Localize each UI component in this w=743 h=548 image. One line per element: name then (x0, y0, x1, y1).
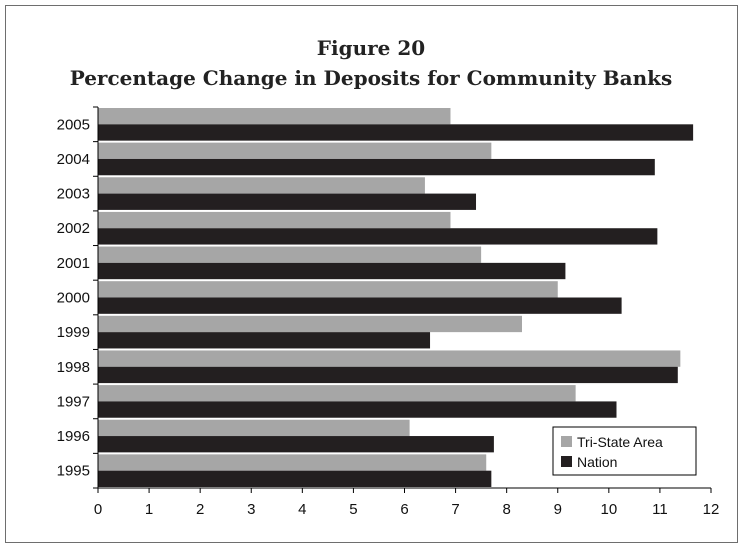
bar-nation-2003 (98, 193, 477, 210)
bar-tri-state-area-1997 (98, 385, 576, 402)
bar-nation-1997 (98, 401, 617, 418)
bar-tri-state-area-2000 (98, 281, 558, 298)
x-tick-label-4: 4 (298, 501, 306, 518)
legend-swatch-tri-state-area (561, 436, 572, 447)
x-tick-label-7: 7 (451, 501, 459, 518)
y-tick-label-2005: 2005 (57, 116, 90, 133)
chart-title: Figure 20 (317, 36, 425, 60)
x-tick-label-12: 12 (703, 501, 720, 518)
bar-nation-2001 (98, 262, 566, 280)
bar-nation-1996 (98, 436, 494, 453)
chart-frame: Figure 20 Percentage Change in Deposits … (5, 5, 738, 543)
bar-tri-state-area-1998 (98, 350, 681, 367)
bar-nation-2002 (98, 228, 658, 245)
bar-nation-2000 (98, 297, 622, 314)
legend-swatch-nation (561, 456, 572, 467)
y-tick-label-1995: 1995 (57, 463, 90, 480)
x-tick-label-6: 6 (400, 501, 408, 518)
x-tick-label-10: 10 (600, 501, 617, 518)
legend-label-nation: Nation (577, 454, 617, 470)
bar-tri-state-area-2002 (98, 211, 451, 229)
bar-nation-2005 (98, 124, 694, 141)
bar-nation-1998 (98, 366, 678, 384)
y-tick-label-1999: 1999 (57, 324, 90, 341)
x-tick-label-11: 11 (652, 501, 668, 518)
legend-box (552, 426, 697, 476)
legend-label-tri-state-area: Tri-State Area (577, 434, 663, 450)
bar-tri-state-area-1995 (98, 454, 487, 471)
bar-tri-state-area-2004 (98, 142, 492, 159)
y-tick-label-2001: 2001 (57, 255, 90, 272)
bar-tri-state-area-1996 (98, 419, 410, 437)
plot-area: 2005 2004 2003 2002 2001 2000 1999 1998 1997 1996… (57, 106, 720, 518)
bar-tri-state-area-1999 (98, 315, 522, 333)
chart-subtitle: Percentage Change in Deposits for Commun… (70, 66, 673, 90)
bar-chart: Figure 20 Percentage Change in Deposits … (57, 36, 720, 518)
y-tick-label-1996: 1996 (57, 428, 90, 445)
y-tick-label-1997: 1997 (57, 393, 90, 410)
y-tick-label-1998: 1998 (57, 359, 90, 376)
bar-tri-state-area-2005 (98, 108, 451, 125)
y-tick-label-2003: 2003 (57, 186, 90, 203)
bar-nation-2004 (98, 158, 655, 176)
x-tick-label-2: 2 (196, 501, 204, 518)
bar-nation-1995 (98, 470, 492, 487)
bar-nation-1999 (98, 332, 431, 349)
x-tick-label-5: 5 (349, 501, 357, 518)
legend: Tri-State Area Nation (552, 426, 697, 476)
x-tick-label-1: 1 (145, 501, 153, 518)
y-tick-label-2004: 2004 (57, 151, 90, 168)
y-tick-label-2000: 2000 (57, 290, 90, 307)
bar-tri-state-area-2001 (98, 246, 482, 263)
x-tick-label-3: 3 (247, 501, 255, 518)
y-tick-label-2002: 2002 (57, 220, 90, 237)
x-tick-label-0: 0 (94, 501, 102, 518)
x-tick-label-9: 9 (554, 501, 562, 518)
x-tick-label-8: 8 (502, 501, 510, 518)
bar-tri-state-area-2003 (98, 177, 425, 194)
